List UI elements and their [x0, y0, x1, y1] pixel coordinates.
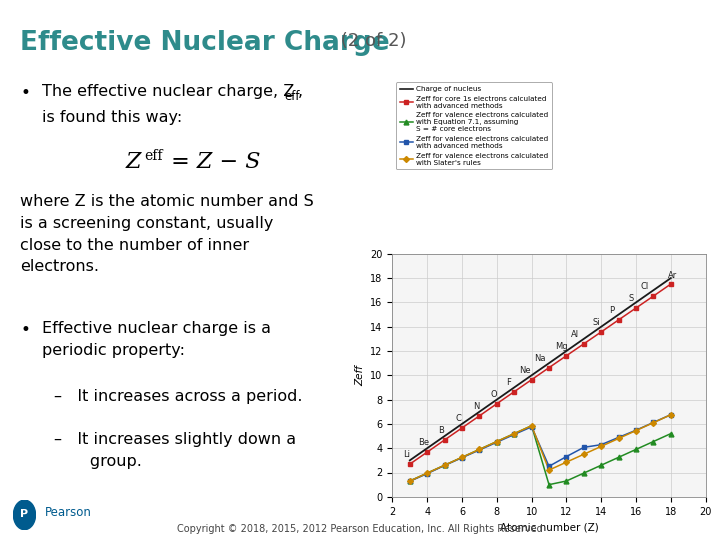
Text: S: S: [628, 294, 634, 303]
Text: = Z − S: = Z − S: [164, 151, 261, 173]
Text: Al: Al: [571, 330, 579, 339]
Text: Pearson: Pearson: [45, 507, 91, 519]
Legend: Charge of nucleus, Zeff for core 1s electrons calculated
with advanced methods, : Charge of nucleus, Zeff for core 1s elec…: [396, 83, 552, 169]
Text: Effective nuclear charge is a
periodic property:: Effective nuclear charge is a periodic p…: [42, 321, 271, 358]
X-axis label: Atomic number (Z): Atomic number (Z): [500, 522, 598, 532]
Text: Si: Si: [592, 318, 600, 327]
Text: –   It increases slightly down a
       group.: – It increases slightly down a group.: [54, 432, 296, 469]
Text: •: •: [20, 321, 30, 339]
Text: B: B: [438, 426, 444, 435]
Text: –   It increases across a period.: – It increases across a period.: [54, 389, 302, 404]
Text: Ne: Ne: [519, 366, 531, 375]
Text: Effective Nuclear Charge: Effective Nuclear Charge: [20, 30, 390, 56]
Text: The effective nuclear charge, Z: The effective nuclear charge, Z: [42, 84, 294, 99]
Text: Cl: Cl: [641, 282, 649, 291]
Text: Ar: Ar: [668, 272, 678, 280]
Text: eff: eff: [144, 148, 163, 163]
Text: is found this way:: is found this way:: [42, 110, 182, 125]
Text: P: P: [20, 509, 29, 519]
Text: N: N: [473, 402, 479, 411]
Text: ,: ,: [298, 84, 303, 99]
Text: (2 of 2): (2 of 2): [335, 32, 406, 50]
Y-axis label: Zeff: Zeff: [355, 365, 365, 386]
Text: Na: Na: [534, 354, 546, 363]
Text: F: F: [507, 378, 511, 387]
Circle shape: [14, 500, 35, 530]
Text: eff: eff: [284, 90, 300, 103]
Text: •: •: [20, 84, 30, 102]
Text: C: C: [456, 414, 462, 423]
Text: O: O: [490, 390, 497, 399]
Text: Copyright © 2018, 2015, 2012 Pearson Education, Inc. All Rights Reserved: Copyright © 2018, 2015, 2012 Pearson Edu…: [177, 523, 543, 534]
Text: Be: Be: [418, 438, 429, 447]
Text: Z: Z: [126, 151, 142, 173]
Text: Li: Li: [402, 450, 410, 459]
Text: where Z is the atomic number and S
is a screening constant, usually
close to the: where Z is the atomic number and S is a …: [20, 194, 314, 274]
Text: P: P: [609, 306, 614, 315]
Text: Mg: Mg: [555, 342, 567, 351]
